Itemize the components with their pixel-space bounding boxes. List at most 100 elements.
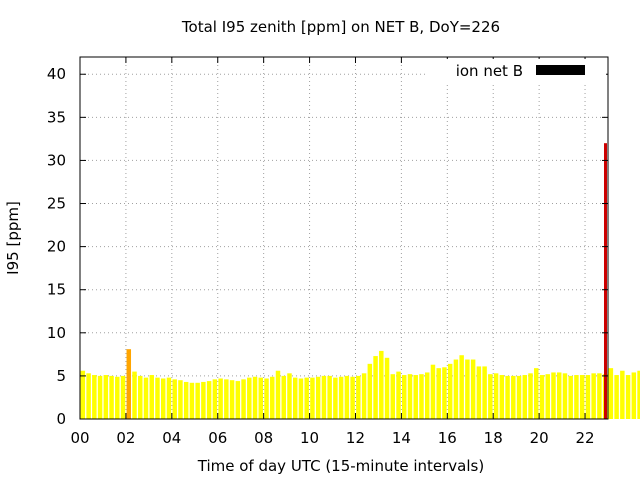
bar xyxy=(419,374,424,419)
y-tick-label: 35 xyxy=(47,108,66,126)
bar xyxy=(545,374,550,419)
legend: ion net B xyxy=(428,59,606,83)
x-tick-label: 06 xyxy=(208,429,227,447)
bar xyxy=(178,380,183,419)
bar xyxy=(390,374,396,419)
bar xyxy=(310,377,315,419)
bar xyxy=(620,370,625,419)
plot-frame xyxy=(79,56,609,420)
bar xyxy=(522,375,528,419)
bar xyxy=(166,377,172,419)
x-tick-label: 16 xyxy=(438,429,457,447)
bars-layer xyxy=(80,143,640,419)
bar xyxy=(264,378,269,419)
bar xyxy=(270,376,275,419)
bar xyxy=(103,375,109,419)
bar xyxy=(160,378,166,419)
x-tick-label: 12 xyxy=(346,429,365,447)
bar xyxy=(579,375,585,419)
legend-swatch xyxy=(536,65,585,75)
bar xyxy=(172,379,177,419)
x-tick-label: 10 xyxy=(300,429,319,447)
bar xyxy=(350,376,355,419)
y-axis-label: I95 [ppm] xyxy=(4,201,22,275)
bar xyxy=(625,375,631,419)
grid-layer xyxy=(80,57,608,419)
bar xyxy=(384,357,390,419)
bar xyxy=(315,376,321,419)
x-tick-label: 02 xyxy=(116,429,135,447)
bar xyxy=(321,375,327,419)
bar xyxy=(396,371,401,419)
bar xyxy=(556,372,562,419)
bar xyxy=(407,374,413,419)
bar xyxy=(459,355,464,419)
bar xyxy=(367,363,373,419)
bar xyxy=(430,364,436,419)
bar xyxy=(120,375,126,419)
bar xyxy=(551,372,556,419)
bar xyxy=(476,366,482,419)
bar xyxy=(247,377,252,419)
bar xyxy=(447,363,453,419)
x-tick-label: 14 xyxy=(392,429,411,447)
bar xyxy=(562,373,568,419)
bar xyxy=(534,368,539,419)
bar xyxy=(402,375,407,419)
bar xyxy=(235,381,241,419)
bar xyxy=(379,350,384,419)
bar xyxy=(344,375,350,419)
bar xyxy=(356,375,361,419)
x-tick-label: 20 xyxy=(530,429,549,447)
x-tick-label: 08 xyxy=(254,429,273,447)
bar xyxy=(631,372,637,419)
bar-final xyxy=(604,143,607,419)
bar xyxy=(298,378,304,419)
y-tick-label: 25 xyxy=(47,195,66,213)
bar xyxy=(97,375,103,419)
bar xyxy=(252,376,258,419)
bar xyxy=(183,381,189,419)
bar xyxy=(453,359,459,419)
bar xyxy=(505,375,510,419)
bar xyxy=(241,379,246,419)
bar xyxy=(338,376,344,419)
bar xyxy=(516,375,522,419)
bar xyxy=(201,381,206,419)
bar xyxy=(212,379,218,419)
bar xyxy=(143,377,149,419)
bar xyxy=(442,367,447,419)
y-tick-label: 15 xyxy=(47,281,66,299)
chart-title: Total I95 zenith [ppm] on NET B, DoY=226 xyxy=(181,18,500,36)
bar xyxy=(539,375,545,419)
bar xyxy=(511,375,516,419)
bar xyxy=(138,375,143,419)
bar xyxy=(614,375,619,419)
bar xyxy=(493,373,499,419)
bar xyxy=(597,373,602,419)
bar xyxy=(275,370,281,419)
bar xyxy=(373,356,378,419)
y-tick-label: 40 xyxy=(47,65,66,83)
x-axis-label: Time of day UTC (15-minute intervals) xyxy=(197,457,484,475)
bar xyxy=(637,370,640,419)
bar xyxy=(591,373,596,419)
legend-label: ion net B xyxy=(456,62,523,80)
x-tick-label: 00 xyxy=(70,429,89,447)
bar xyxy=(224,379,229,419)
y-tick-label: 20 xyxy=(47,238,66,256)
bar xyxy=(229,380,235,419)
bar xyxy=(424,372,430,419)
bar xyxy=(80,370,86,419)
bar xyxy=(488,374,493,419)
bar xyxy=(115,376,120,419)
bar xyxy=(195,382,200,419)
bar xyxy=(327,375,332,419)
bar xyxy=(413,375,418,419)
bar xyxy=(470,359,476,419)
bar xyxy=(585,375,591,419)
bar xyxy=(132,371,137,419)
bar xyxy=(333,377,338,419)
